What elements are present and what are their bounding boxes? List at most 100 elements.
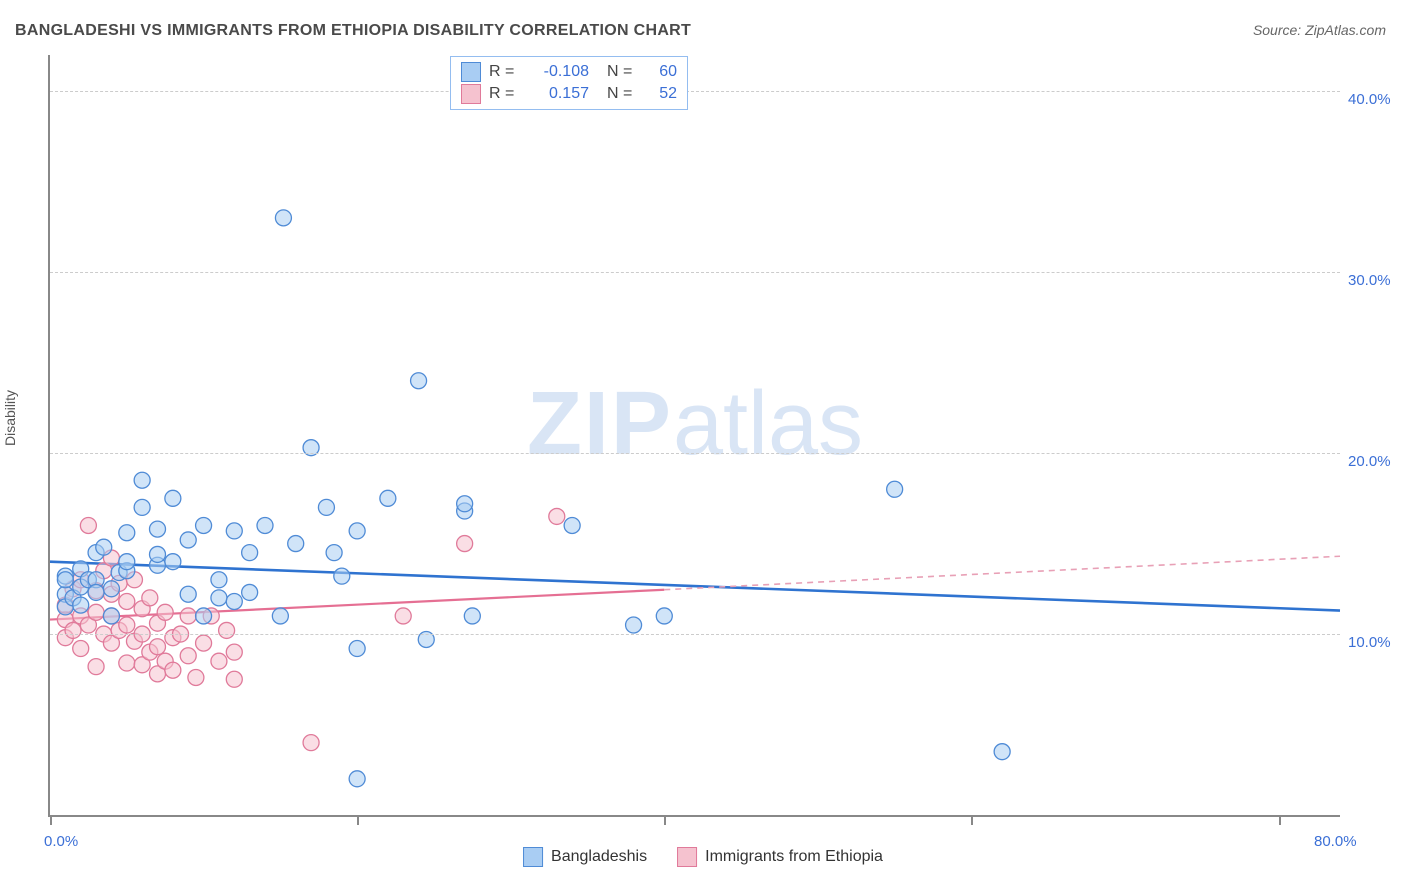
legend-n-label: N = xyxy=(607,83,639,105)
data-point xyxy=(275,210,291,226)
x-tick xyxy=(664,815,666,825)
data-point xyxy=(180,586,196,602)
data-point xyxy=(88,659,104,675)
data-point xyxy=(211,653,227,669)
y-tick-label: 10.0% xyxy=(1348,634,1391,651)
x-tick xyxy=(50,815,52,825)
data-point xyxy=(57,572,73,588)
data-point xyxy=(103,608,119,624)
data-point xyxy=(349,523,365,539)
data-point xyxy=(88,604,104,620)
regression-line-bangladeshis xyxy=(50,562,1340,611)
data-point xyxy=(464,608,480,624)
data-point xyxy=(226,644,242,660)
legend-n-value: 52 xyxy=(647,83,677,105)
data-point xyxy=(103,581,119,597)
data-point xyxy=(887,481,903,497)
data-point xyxy=(349,771,365,787)
legend-top: R = -0.108 N = 60 R = 0.157 N = 52 xyxy=(450,56,688,110)
regression-line-ethiopia-dash xyxy=(664,556,1340,589)
data-point xyxy=(119,655,135,671)
data-point xyxy=(88,584,104,600)
data-point xyxy=(96,539,112,555)
data-point xyxy=(211,590,227,606)
legend-swatch xyxy=(677,847,697,867)
legend-r-label: R = xyxy=(489,83,521,105)
legend-label: Bangladeshis xyxy=(551,848,647,866)
data-point xyxy=(165,554,181,570)
legend-top-row: R = -0.108 N = 60 xyxy=(461,61,677,83)
legend-r-value: -0.108 xyxy=(529,61,589,83)
data-point xyxy=(80,517,96,533)
data-point xyxy=(656,608,672,624)
legend-n-value: 60 xyxy=(647,61,677,83)
legend-n-label: N = xyxy=(607,61,639,83)
gridline xyxy=(50,634,1340,635)
legend-swatch xyxy=(461,84,481,104)
chart-title: BANGLADESHI VS IMMIGRANTS FROM ETHIOPIA … xyxy=(15,22,691,40)
gridline xyxy=(50,453,1340,454)
data-point xyxy=(165,662,181,678)
data-point xyxy=(549,508,565,524)
data-point xyxy=(326,545,342,561)
plot-area: ZIPatlas xyxy=(48,55,1340,817)
data-point xyxy=(334,568,350,584)
y-axis-label: Disability xyxy=(2,390,18,446)
data-point xyxy=(257,517,273,533)
data-point xyxy=(395,608,411,624)
legend-bottom-item: Bangladeshis xyxy=(523,847,647,867)
data-point xyxy=(73,641,89,657)
data-point xyxy=(196,635,212,651)
data-point xyxy=(457,536,473,552)
data-point xyxy=(150,546,166,562)
data-point xyxy=(626,617,642,633)
x-tick xyxy=(971,815,973,825)
data-point xyxy=(411,373,427,389)
x-tick xyxy=(1279,815,1281,825)
x-tick-label-start: 0.0% xyxy=(44,833,78,850)
chart-container: BANGLADESHI VS IMMIGRANTS FROM ETHIOPIA … xyxy=(0,0,1406,892)
data-point xyxy=(318,499,334,515)
source-attribution: Source: ZipAtlas.com xyxy=(1253,22,1386,38)
data-point xyxy=(994,744,1010,760)
data-point xyxy=(119,525,135,541)
data-point xyxy=(150,639,166,655)
data-point xyxy=(457,496,473,512)
legend-bottom-item: Immigrants from Ethiopia xyxy=(677,847,883,867)
data-point xyxy=(134,472,150,488)
data-point xyxy=(349,641,365,657)
data-point xyxy=(242,584,258,600)
data-point xyxy=(219,622,235,638)
gridline xyxy=(50,272,1340,273)
legend-r-value: 0.157 xyxy=(529,83,589,105)
data-point xyxy=(65,622,81,638)
y-tick-label: 40.0% xyxy=(1348,91,1391,108)
data-point xyxy=(180,608,196,624)
data-point xyxy=(226,523,242,539)
data-point xyxy=(211,572,227,588)
data-point xyxy=(242,545,258,561)
data-point xyxy=(196,517,212,533)
data-point xyxy=(196,608,212,624)
data-point xyxy=(119,554,135,570)
legend-swatch xyxy=(461,62,481,82)
data-point xyxy=(272,608,288,624)
data-point xyxy=(142,590,158,606)
data-point xyxy=(180,532,196,548)
x-tick-label-end: 80.0% xyxy=(1314,833,1357,850)
data-point xyxy=(165,490,181,506)
plot-svg xyxy=(50,55,1340,815)
legend-bottom: Bangladeshis Immigrants from Ethiopia xyxy=(523,847,883,867)
gridline xyxy=(50,91,1340,92)
data-point xyxy=(157,604,173,620)
data-point xyxy=(226,671,242,687)
data-point xyxy=(188,669,204,685)
data-point xyxy=(564,517,580,533)
y-tick-label: 20.0% xyxy=(1348,453,1391,470)
data-point xyxy=(119,593,135,609)
data-point xyxy=(119,617,135,633)
data-point xyxy=(288,536,304,552)
legend-swatch xyxy=(523,847,543,867)
y-tick-label: 30.0% xyxy=(1348,272,1391,289)
legend-r-label: R = xyxy=(489,61,521,83)
